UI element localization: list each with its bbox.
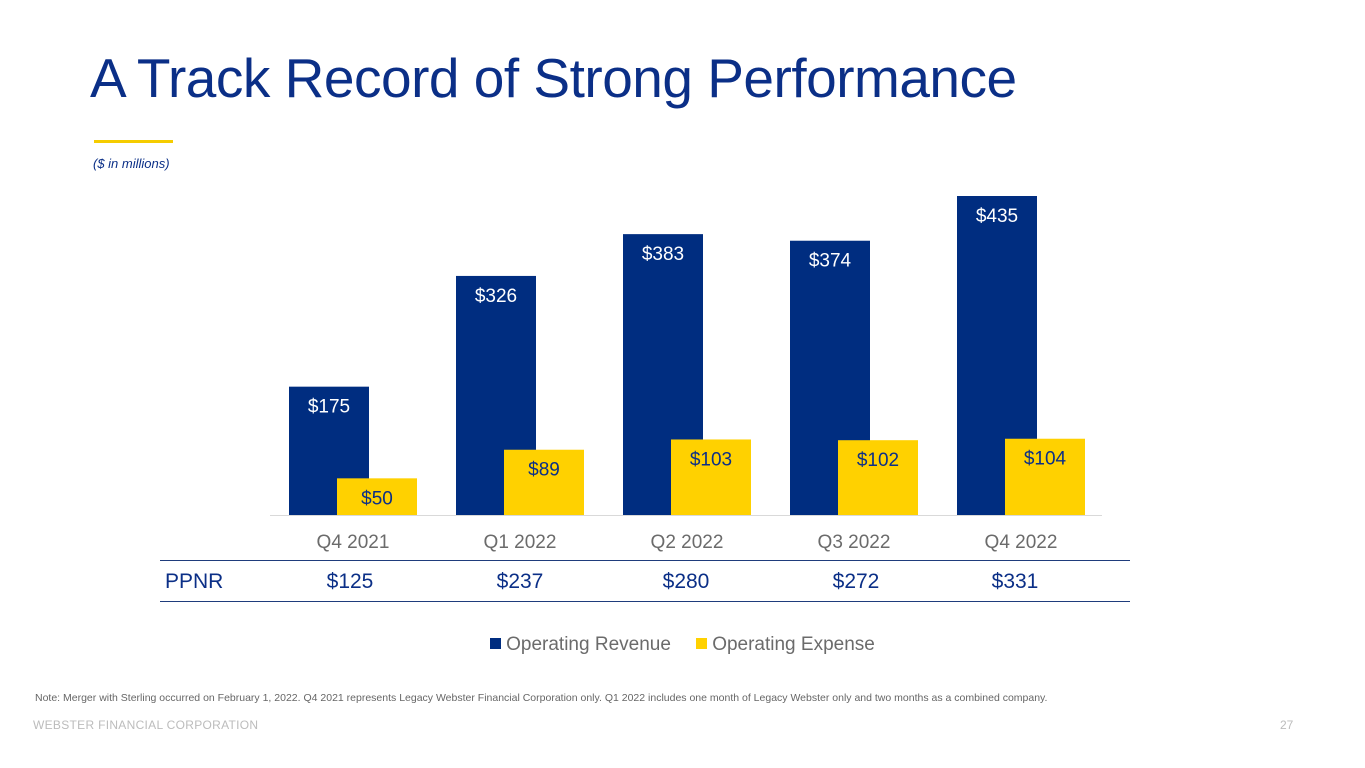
x-tick-label: Q4 2021	[317, 532, 390, 553]
revenue-data-label: $326	[475, 286, 517, 307]
expense-bar	[838, 440, 918, 515]
expense-bar	[337, 478, 417, 515]
ppnr-value: $280	[662, 570, 710, 593]
expense-data-label: $102	[857, 450, 899, 471]
units-subtitle: ($ in millions)	[93, 156, 170, 171]
legend-item-operating-revenue: Operating Revenue	[490, 634, 671, 656]
expense-data-label: $103	[690, 449, 732, 470]
ppnr-row: PPNR $125 $237 $280 $272 $331	[160, 560, 1130, 602]
ppnr-value: $125	[326, 570, 374, 593]
legend-swatch-expense	[696, 638, 708, 649]
ppnr-value: $331	[991, 570, 1039, 593]
expense-bar	[504, 449, 584, 515]
x-tick-label: Q1 2022	[484, 532, 557, 553]
x-tick-label: Q4 2022	[985, 532, 1058, 553]
slide-title: A Track Record of Strong Performance	[90, 47, 1017, 109]
chart-legend: Operating Revenue Operating Expense	[0, 634, 1365, 656]
legend-item-operating-expense: Operating Expense	[696, 634, 875, 656]
ppnr-value: $272	[832, 570, 880, 593]
revenue-data-label: $383	[642, 244, 684, 265]
legend-label: Operating Revenue	[506, 634, 671, 655]
expense-data-label: $50	[361, 488, 393, 509]
title-accent-line	[94, 140, 173, 143]
expense-bar	[671, 439, 751, 515]
revenue-data-label: $175	[308, 397, 350, 418]
bar-chart: $175 $50 Q4 2021 $326 $89 Q1 2022 $383 $103 Q2 2…	[270, 196, 1102, 553]
page-number: 27	[1280, 718, 1294, 732]
revenue-data-label: $374	[809, 251, 852, 272]
legend-swatch-revenue	[490, 638, 502, 649]
revenue-data-label: $435	[976, 206, 1018, 227]
expense-data-label: $89	[528, 460, 560, 481]
legend-label: Operating Expense	[712, 634, 875, 655]
x-tick-label: Q2 2022	[651, 532, 724, 553]
expense-data-label: $104	[1024, 449, 1067, 470]
x-tick-label: Q3 2022	[818, 532, 891, 553]
ppnr-value: $237	[496, 570, 544, 593]
footer-company-name: WEBSTER FINANCIAL CORPORATION	[33, 718, 259, 732]
ppnr-label: PPNR	[165, 570, 224, 593]
footnote: Note: Merger with Sterling occurred on F…	[35, 692, 1048, 704]
expense-bar	[1005, 438, 1085, 515]
